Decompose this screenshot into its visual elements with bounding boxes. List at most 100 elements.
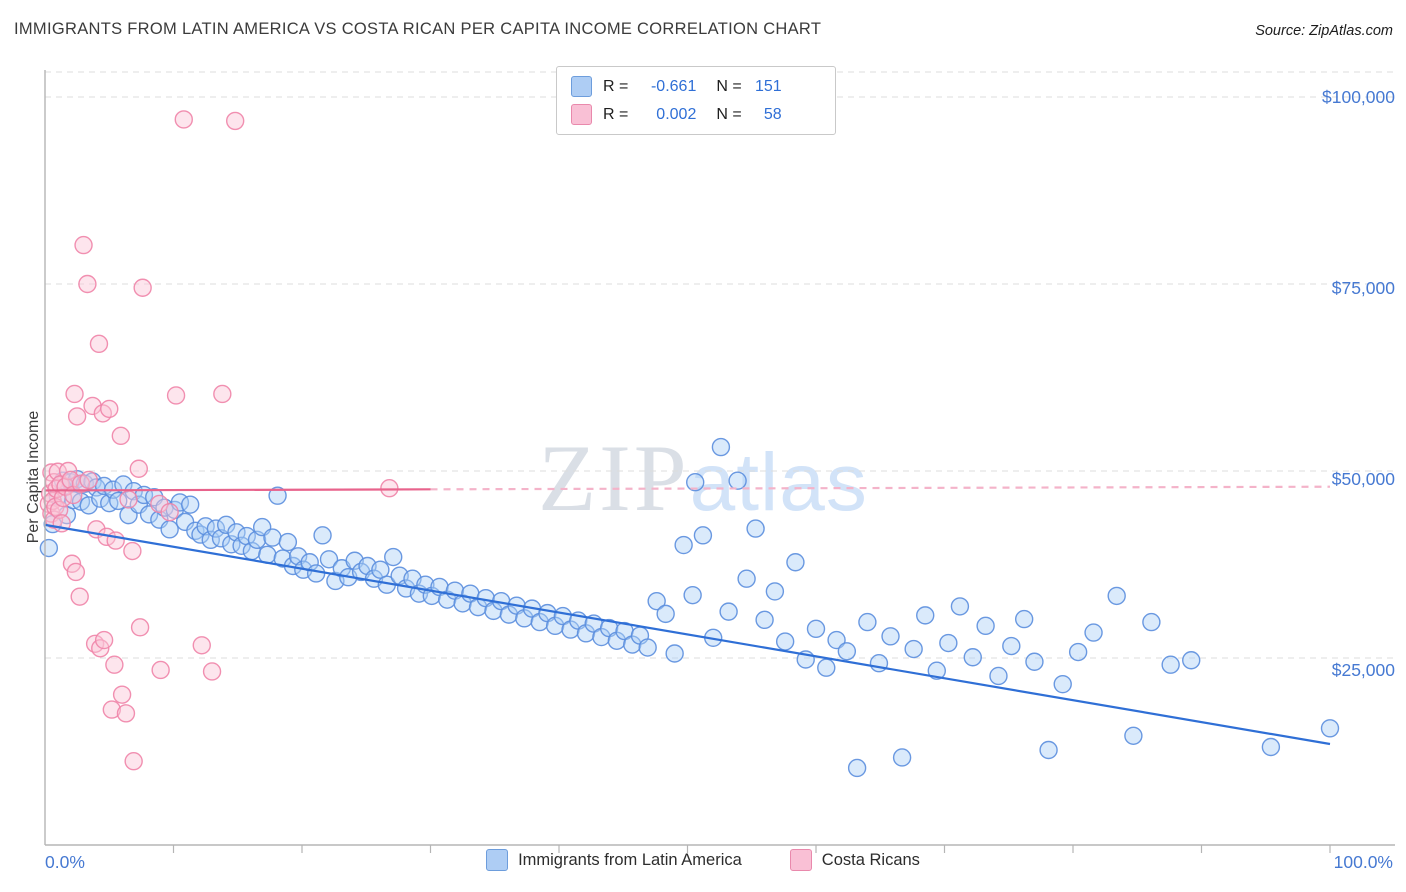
pink-scatter-point (89, 334, 109, 354)
pink-scatter-point (70, 587, 89, 606)
pink-scatter-point (124, 752, 143, 771)
pink-scatter-point (130, 618, 150, 637)
source-link[interactable]: Source: ZipAtlas.com (1255, 23, 1393, 39)
r-label: R = (603, 77, 629, 95)
pink-scatter-point (74, 235, 93, 255)
blue-scatter-point (288, 547, 308, 566)
legend-label: Immigrants from Latin America (518, 850, 742, 869)
pink-scatter-point (67, 407, 87, 426)
pink-scatter-point (151, 660, 170, 680)
trend-line (44, 523, 1331, 746)
pink-scatter-point (133, 278, 152, 297)
blue-scatter-point (939, 633, 958, 653)
pink-scatter-point (65, 384, 84, 404)
blue-scatter-point (216, 515, 236, 535)
blue-scatter-point (1261, 737, 1281, 757)
blue-scatter-point (892, 748, 912, 767)
pink-series-swatch-icon (571, 104, 592, 125)
correlation-legend: R = -0.661 N = 151 R = 0.002 N = 58 (556, 66, 836, 135)
blue-scatter-point (656, 604, 675, 624)
blue-scatter-point (755, 610, 774, 630)
pink-scatter-point (94, 630, 114, 650)
watermark: ZIPatlas (538, 423, 868, 533)
blue-scatter-point (765, 582, 785, 601)
blue-scatter-point (1025, 652, 1044, 671)
blue-scatter-point (989, 666, 1008, 686)
n-label: N = (716, 105, 742, 123)
pink-scatter-point (202, 662, 222, 681)
blue-scatter-point (927, 661, 946, 680)
n-value: 151 (754, 77, 782, 95)
x-axis-max-label: 100.0% (1333, 852, 1393, 872)
blue-scatter-point (206, 519, 226, 538)
blue-scatter-point (950, 597, 970, 616)
blue-scatter-point (1142, 612, 1161, 632)
pink-scatter-point (106, 531, 125, 550)
pink-scatter-point (380, 479, 399, 498)
blue-scatter-point (1124, 726, 1143, 745)
blue-scatter-point (268, 486, 287, 505)
legend-label: Costa Ricans (821, 850, 920, 869)
r-value: -0.661 (650, 77, 697, 95)
blue-scatter-point (674, 535, 693, 555)
y-tick-75000: $75,000 (1331, 278, 1395, 298)
blue-scatter-point (719, 602, 738, 621)
blue-scatter-point (711, 437, 731, 457)
series-legend: Immigrants from Latin America Costa Rica… (0, 849, 1406, 871)
blue-scatter-point (847, 758, 867, 778)
legend-item-immigrants[interactable]: Immigrants from Latin America (486, 849, 742, 871)
r-value: 0.002 (656, 105, 697, 123)
x-axis-min-label: 0.0% (45, 852, 85, 872)
pink-scatter-point (78, 274, 97, 294)
blue-scatter-point (837, 642, 857, 661)
blue-scatter-point (806, 619, 826, 639)
blue-scatter-point (686, 473, 705, 492)
blue-scatter-point (728, 471, 747, 490)
blue-scatter-point (817, 658, 836, 677)
blue-series-swatch-icon (571, 76, 592, 97)
blue-scatter-point (858, 612, 877, 632)
trend-line (430, 485, 1331, 491)
n-label: N = (716, 77, 742, 95)
blue-scatter-point (1053, 674, 1072, 694)
pink-scatter-point (100, 399, 119, 419)
blue-scatter-point (827, 630, 846, 650)
blue-scatter-point (1182, 651, 1201, 670)
blue-scatter-point (1161, 655, 1180, 674)
y-axis-title: Per Capita Income (25, 410, 42, 544)
blue-scatter-point (693, 526, 713, 545)
blue-scatter-point (160, 520, 179, 539)
correlation-row-blue: R = -0.661 N = 151 (571, 76, 821, 97)
blue-scatter-point (976, 616, 995, 636)
blue-scatter-point (227, 523, 246, 542)
trend-line (44, 488, 431, 492)
blue-scatter-point (737, 569, 756, 588)
pink-scatter-point (79, 470, 98, 490)
y-tick-100000: $100,000 (1322, 87, 1395, 107)
watermark-zip: ZIP (538, 425, 690, 531)
pink-scatter-point (123, 541, 142, 561)
correlation-row-pink: R = 0.002 N = 58 (571, 104, 821, 125)
blue-scatter-point (306, 564, 326, 583)
blue-scatter-point (1320, 719, 1340, 738)
chart-title: IMMIGRANTS FROM LATIN AMERICA VS COSTA R… (14, 20, 822, 38)
pink-scatter-point (160, 502, 179, 522)
blue-scatter-point (916, 606, 935, 625)
pink-scatter-point (166, 386, 186, 405)
pink-scatter-point (102, 700, 122, 719)
pink-scatter-point (61, 470, 80, 490)
blue-scatter-point (1107, 586, 1126, 606)
blue-scatter-point (273, 549, 292, 568)
legend-item-costa-ricans[interactable]: Costa Ricans (789, 849, 920, 871)
watermark-atlas: atlas (689, 437, 868, 528)
blue-scatter-point (1002, 636, 1021, 656)
blue-scatter-point (881, 627, 900, 646)
blue-scatter-point (181, 495, 200, 514)
blue-scatter-point (746, 519, 765, 538)
pink-scatter-point (192, 636, 211, 655)
blue-scatter-point (319, 550, 339, 569)
blue-scatter-point (683, 585, 702, 605)
blue-scatter-point (786, 553, 805, 572)
pink-scatter-point (174, 110, 193, 129)
